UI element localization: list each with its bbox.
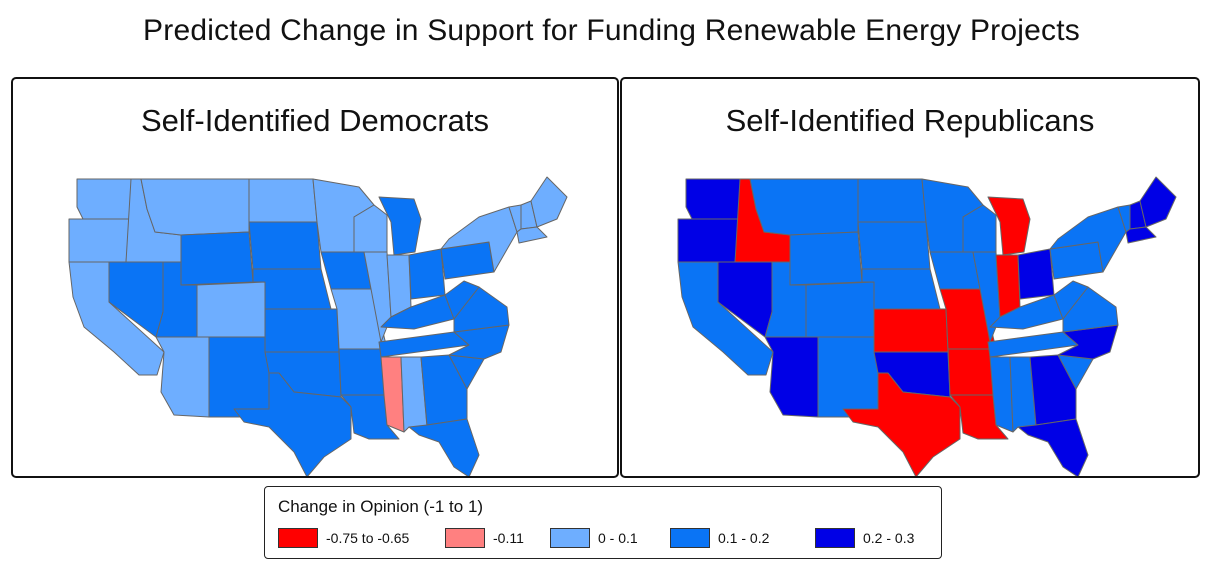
legend-label: 0.1 - 0.2 xyxy=(718,530,769,546)
state-fl xyxy=(409,419,479,476)
state-ar xyxy=(339,349,387,395)
state-ne xyxy=(253,269,331,309)
state-or xyxy=(69,219,131,262)
panel-republicans: Self-Identified Republicans xyxy=(620,77,1200,478)
state-wy xyxy=(181,232,253,285)
state-az xyxy=(156,337,209,417)
legend-item-strong-negative: -0.75 to -0.65 xyxy=(278,527,409,549)
legend-swatch xyxy=(278,528,318,548)
legend-label: -0.11 xyxy=(493,530,524,546)
legend-label: 0 - 0.1 xyxy=(598,530,638,546)
legend-label: 0.2 - 0.3 xyxy=(863,530,914,546)
legend-item-high-positive: 0.2 - 0.3 xyxy=(815,527,914,549)
legend-item-mid-positive: 0.1 - 0.2 xyxy=(670,527,769,549)
state-co xyxy=(806,282,874,337)
states-group xyxy=(69,177,567,476)
state-ma xyxy=(517,227,547,243)
legend: Change in Opinion (-1 to 1) -0.75 to -0.… xyxy=(264,486,942,559)
state-nm xyxy=(209,337,269,417)
state-or xyxy=(678,219,740,262)
state-sd xyxy=(249,222,321,269)
legend-item-weak-negative: -0.11 xyxy=(445,527,524,549)
legend-swatch xyxy=(815,528,855,548)
state-ma xyxy=(1126,227,1156,243)
state-nm xyxy=(818,337,878,417)
state-ar xyxy=(948,349,996,395)
legend-swatch xyxy=(445,528,485,548)
state-wa xyxy=(77,179,131,219)
state-wa xyxy=(686,179,740,219)
state-ks xyxy=(874,309,948,352)
state-az xyxy=(765,337,818,417)
state-mt xyxy=(141,179,249,235)
figure-title: Predicted Change in Support for Funding … xyxy=(0,14,1223,48)
legend-title: Change in Opinion (-1 to 1) xyxy=(278,497,483,517)
state-in xyxy=(387,255,411,317)
state-co xyxy=(197,282,265,337)
state-me xyxy=(1140,177,1176,227)
state-wy xyxy=(790,232,862,285)
state-nd xyxy=(858,179,926,222)
legend-label: -0.75 to -0.65 xyxy=(326,530,409,546)
state-nd xyxy=(249,179,317,222)
state-ia xyxy=(930,252,980,289)
panel-democrats: Self-Identified Democrats xyxy=(11,77,619,478)
legend-item-low-positive: 0 - 0.1 xyxy=(550,527,638,549)
state-in xyxy=(996,255,1020,317)
legend-swatch xyxy=(670,528,710,548)
legend-swatch xyxy=(550,528,590,548)
state-ne xyxy=(862,269,940,309)
state-oh xyxy=(1018,249,1054,299)
state-ks xyxy=(265,309,339,352)
state-me xyxy=(531,177,567,227)
state-sd xyxy=(858,222,930,269)
state-oh xyxy=(409,249,445,299)
state-ia xyxy=(321,252,371,289)
us-map-republicans xyxy=(622,79,1198,476)
states-group xyxy=(678,177,1176,476)
us-map-democrats xyxy=(13,79,617,476)
state-fl xyxy=(1018,419,1088,476)
state-mt xyxy=(750,179,858,235)
